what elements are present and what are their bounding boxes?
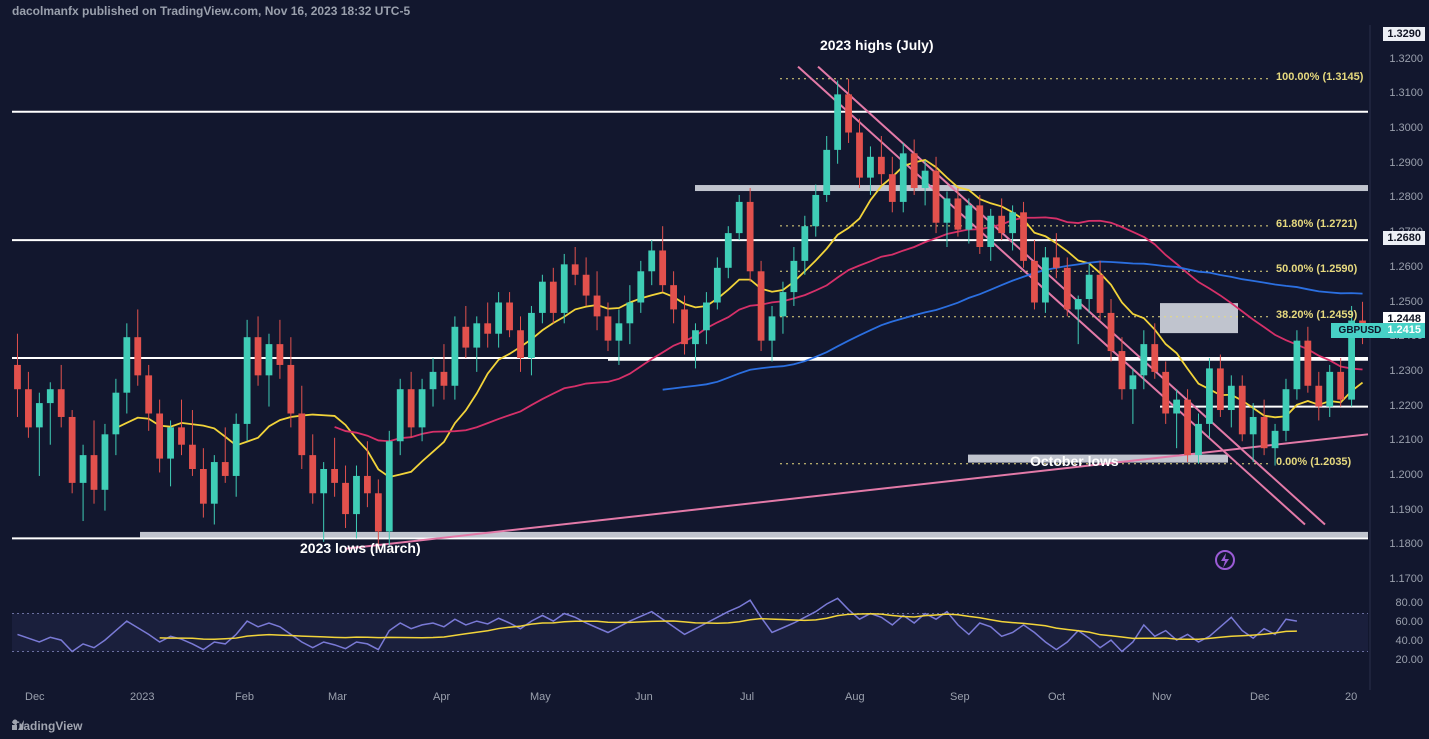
chart-header: dacolmanfx published on TradingView.com,… bbox=[12, 4, 410, 18]
y-tick: 1.2500 bbox=[1389, 296, 1423, 308]
x-tick: Apr bbox=[433, 691, 450, 703]
x-tick: 2023 bbox=[130, 691, 154, 703]
x-tick: Aug bbox=[845, 691, 865, 703]
y-tick: 1.2200 bbox=[1389, 400, 1423, 412]
pair-tag: GBPUSD bbox=[1335, 324, 1386, 337]
y-tick: 1.3100 bbox=[1389, 87, 1423, 99]
x-tick: Oct bbox=[1048, 691, 1065, 703]
y-tick: 1.3200 bbox=[1389, 53, 1423, 65]
x-tick: Dec bbox=[25, 691, 45, 703]
x-tick: Nov bbox=[1152, 691, 1172, 703]
chart-annotation: October lows bbox=[1030, 453, 1119, 469]
timestamp: Nov 16, 2023 18:32 UTC-5 bbox=[265, 4, 410, 18]
author-name: dacolmanfx bbox=[12, 4, 79, 18]
y-tick: 1.1700 bbox=[1389, 573, 1423, 585]
y-tick: 1.3000 bbox=[1389, 122, 1423, 134]
fib-label: 0.00% (1.2035) bbox=[1276, 456, 1351, 468]
y-tick: 1.1900 bbox=[1389, 504, 1423, 516]
y-top-box: 1.3290 bbox=[1383, 27, 1425, 41]
price-chart bbox=[0, 0, 1429, 739]
y-tick: 1.2000 bbox=[1389, 469, 1423, 481]
y-tick: 1.2300 bbox=[1389, 365, 1423, 377]
y-tick: 1.2600 bbox=[1389, 261, 1423, 273]
y-tick: 1.2100 bbox=[1389, 434, 1423, 446]
rsi-tick: 40.00 bbox=[1395, 635, 1423, 647]
published-on: published on TradingView.com, bbox=[82, 4, 261, 18]
x-tick: Sep bbox=[950, 691, 970, 703]
rsi-tick: 80.00 bbox=[1395, 597, 1423, 609]
fib-label: 100.00% (1.3145) bbox=[1276, 71, 1363, 83]
chart-annotation: 2023 highs (July) bbox=[820, 37, 934, 53]
x-tick: Jun bbox=[635, 691, 653, 703]
x-tick: 20 bbox=[1345, 691, 1357, 703]
high-flag: 1.2680 bbox=[1383, 231, 1425, 245]
y-tick: 1.2800 bbox=[1389, 191, 1423, 203]
chart-annotation: 2023 lows (March) bbox=[300, 540, 421, 556]
fib-label: 38.20% (1.2459) bbox=[1276, 309, 1357, 321]
x-tick: Mar bbox=[328, 691, 347, 703]
y-tick: 1.2900 bbox=[1389, 157, 1423, 169]
brand-footer: TradingView bbox=[12, 719, 82, 733]
live-flag: GBPUSD1.2415 bbox=[1331, 323, 1425, 338]
x-tick: Jul bbox=[740, 691, 754, 703]
x-tick: Feb bbox=[235, 691, 254, 703]
rsi-tick: 20.00 bbox=[1395, 654, 1423, 666]
rsi-tick: 60.00 bbox=[1395, 616, 1423, 628]
fib-label: 50.00% (1.2590) bbox=[1276, 263, 1357, 275]
x-tick: Dec bbox=[1250, 691, 1270, 703]
fib-label: 61.80% (1.2721) bbox=[1276, 218, 1357, 230]
y-tick: 1.1800 bbox=[1389, 538, 1423, 550]
x-tick: May bbox=[530, 691, 551, 703]
